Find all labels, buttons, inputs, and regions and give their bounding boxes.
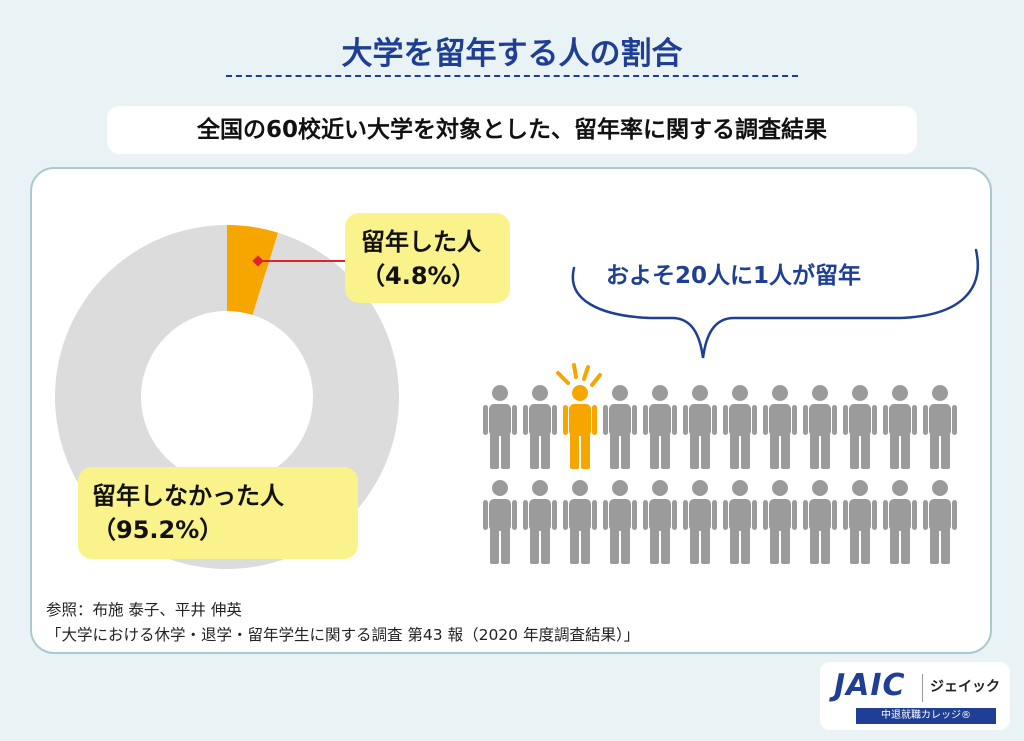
attention-spark xyxy=(556,371,570,385)
person-icon xyxy=(523,480,557,564)
person-icon xyxy=(843,385,877,469)
person-icon xyxy=(563,480,597,564)
person-icon xyxy=(883,385,917,469)
person-icon xyxy=(923,385,957,469)
person-icon xyxy=(843,480,877,564)
pointer-dot xyxy=(252,255,264,267)
logo-mark: JAIC xyxy=(834,668,906,703)
reference: 参照：布施 泰子、平井 伸英 「大学における休学・退学・留年学生に関する調査 第… xyxy=(46,598,639,648)
reference-authors: 参照：布施 泰子、平井 伸英 xyxy=(46,601,242,619)
logo-kana: ジェイック xyxy=(930,679,1000,695)
person-icon xyxy=(483,385,517,469)
attention-spark xyxy=(582,365,590,381)
people-caption: およそ20人に1人が留年 xyxy=(606,263,862,289)
slice-label-not-repeated: 留年しなかった人 xyxy=(92,482,284,510)
brand-logo: JAIC ジェイック 中退就職カレッジ® xyxy=(820,662,1010,730)
person-icon xyxy=(763,480,797,564)
person-icon xyxy=(603,480,637,564)
reference-title: 「大学における休学・退学・留年学生に関する調査 第43 報（2020 年度調査結… xyxy=(46,626,640,644)
person-icon xyxy=(683,385,717,469)
person-icon-highlighted xyxy=(563,385,597,469)
person-icon xyxy=(603,385,637,469)
person-icon xyxy=(883,480,917,564)
person-icon xyxy=(803,480,837,564)
slice-label-repeated: 留年した人 xyxy=(361,228,481,256)
attention-spark xyxy=(590,373,602,387)
slice-value-repeated: （4.8%） xyxy=(361,262,476,290)
title-divider xyxy=(226,75,798,77)
person-icon xyxy=(723,385,757,469)
person-icon xyxy=(643,480,677,564)
person-icon xyxy=(643,385,677,469)
subtitle-box: 全国の60校近い大学を対象とした、留年率に関する調査結果 xyxy=(107,106,917,154)
person-icon xyxy=(763,385,797,469)
callout-not-repeated: 留年しなかった人 （95.2%） xyxy=(78,467,358,559)
person-icon xyxy=(923,480,957,564)
logo-divider xyxy=(922,674,923,702)
person-icon xyxy=(683,480,717,564)
attention-spark xyxy=(572,363,578,379)
person-icon xyxy=(483,480,517,564)
person-icon xyxy=(723,480,757,564)
page-title: 大学を留年する人の割合 xyxy=(341,36,683,72)
donut-slice-repeated xyxy=(227,225,279,315)
brace-curve xyxy=(571,248,979,359)
logo-tagline: 中退就職カレッジ® xyxy=(856,708,996,724)
slice-value-not-repeated: （95.2%） xyxy=(92,516,224,544)
person-icon xyxy=(523,385,557,469)
callout-repeated: 留年した人 （4.8%） xyxy=(345,213,510,303)
person-icon xyxy=(803,385,837,469)
